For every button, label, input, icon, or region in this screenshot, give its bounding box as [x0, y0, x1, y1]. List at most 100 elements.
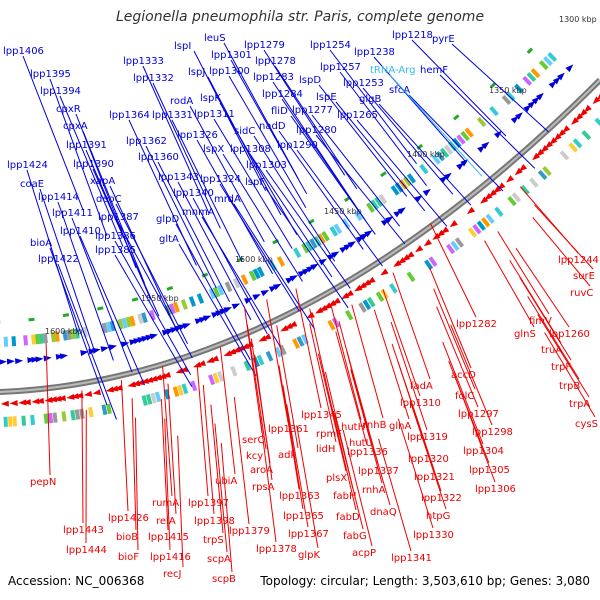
- leader-line: [192, 197, 268, 335]
- forward-gene-arrow: [414, 195, 423, 203]
- reverse-gene-arrow: [354, 284, 363, 292]
- forward-gene-label: leuS: [204, 33, 226, 44]
- cog-block: [428, 256, 438, 267]
- forward-gene-label: lspI: [174, 41, 191, 52]
- leader-line: [171, 119, 243, 263]
- reverse-gene-label: fabD: [336, 512, 360, 523]
- cog-block: [3, 336, 9, 347]
- forward-gene-label: lpp1422: [38, 254, 79, 265]
- leader-line: [178, 243, 257, 377]
- leader-line: [389, 74, 483, 177]
- leader-line: [278, 130, 364, 250]
- leader-line: [290, 115, 376, 235]
- forward-gene-arrow: [523, 104, 532, 113]
- forward-gene-label: lspD: [299, 75, 321, 86]
- cog-block: [248, 270, 257, 282]
- reverse-gene-arrow: [436, 229, 445, 237]
- leader-line: [281, 98, 366, 221]
- forward-gene-arrow: [422, 188, 431, 197]
- cog-block: [370, 199, 380, 211]
- reverse-gene-label: scpB: [212, 574, 236, 585]
- forward-gene-label: lpp1360: [138, 152, 179, 163]
- reverse-gene-arrow: [306, 311, 315, 319]
- forward-gene-label: lpp1279: [244, 40, 285, 51]
- leader-line: [193, 50, 267, 192]
- reverse-gene-arrow: [332, 297, 341, 305]
- reverse-gene-arrow: [579, 108, 588, 117]
- cog-block: [137, 313, 144, 325]
- cog-block: [559, 150, 570, 161]
- forward-gene-label: sidC: [234, 126, 255, 137]
- leader-line: [527, 296, 580, 380]
- leader-line: [335, 101, 426, 212]
- reverse-gene-arrow: [83, 390, 93, 397]
- reverse-gene-arrow: [553, 133, 562, 141]
- tick-mark: [28, 317, 35, 322]
- reverse-gene-arrow: [415, 245, 424, 253]
- forward-gene-arrow: [535, 92, 544, 101]
- leader-line: [49, 78, 108, 237]
- cog-block: [74, 328, 80, 339]
- reverse-gene-label: surE: [573, 271, 595, 282]
- leader-line: [411, 39, 507, 137]
- leader-line: [219, 183, 300, 312]
- cog-block: [224, 281, 233, 293]
- forward-gene-arrow: [244, 297, 253, 304]
- leader-line: [295, 288, 322, 409]
- leader-line: [214, 423, 228, 553]
- cog-block: [212, 372, 220, 384]
- leader-line: [196, 366, 209, 497]
- forward-gene-arrow: [331, 251, 340, 259]
- cog-block: [168, 303, 176, 315]
- cog-block: [543, 56, 553, 67]
- reverse-gene-arrow: [480, 196, 489, 204]
- leader-line: [152, 82, 221, 229]
- reverse-gene-labels: pepN lpp1443 lpp1444 lpp1426 bioB bioF rumA rel…: [30, 186, 599, 585]
- cog-block: [489, 106, 499, 117]
- cog-block: [117, 318, 124, 330]
- forward-gene-arrow: [510, 115, 519, 124]
- leader-line: [455, 378, 496, 483]
- forward-gene-label: lpp1280: [296, 125, 337, 136]
- reverse-gene-arrow: [423, 239, 432, 247]
- reverse-gene-arrow: [367, 276, 376, 284]
- cog-block: [121, 317, 128, 329]
- leader-line: [351, 304, 384, 419]
- reverse-gene-label: lpp1367: [288, 529, 329, 540]
- leader-line: [164, 418, 171, 551]
- leader-line: [436, 306, 479, 408]
- reverse-gene-label: bioB: [116, 532, 138, 543]
- cog-block: [34, 333, 41, 345]
- reverse-gene-arrow: [288, 320, 298, 328]
- forward-gene-label: lspJ: [188, 67, 205, 78]
- reverse-gene-label: lpp1416: [150, 552, 191, 563]
- leader-line: [397, 418, 434, 529]
- forward-gene-label: lpp1254: [310, 40, 351, 51]
- leader-line: [202, 384, 215, 515]
- leader-line: [296, 425, 319, 549]
- cog-block: [42, 332, 48, 344]
- leader-line: [350, 369, 383, 484]
- reverse-gene-arrow: [449, 219, 458, 228]
- reverse-gene-arrow: [131, 380, 141, 387]
- leader-line: [230, 59, 308, 195]
- cog-block: [74, 409, 81, 420]
- reverse-gene-label: lpp1398: [194, 516, 235, 527]
- cog-block: [594, 117, 600, 128]
- reverse-gene-arrow: [53, 395, 62, 402]
- cog-block: [547, 52, 558, 62]
- forward-gene-label: lpp1385: [95, 245, 136, 256]
- leader-line: [22, 55, 84, 211]
- kbp-label: 1300 kbp: [559, 15, 597, 24]
- reverse-gene-arrow: [22, 399, 31, 406]
- cog-block: [456, 134, 466, 145]
- leader-line: [429, 267, 472, 369]
- leader-line: [210, 404, 224, 534]
- forward-gene-label: lpp1411: [52, 208, 93, 219]
- cog-block: [61, 411, 67, 422]
- cog-block: [572, 138, 583, 149]
- forward-gene-arrow: [548, 80, 557, 89]
- cog-block: [109, 320, 116, 332]
- reverse-gene-label: trpA: [569, 399, 590, 410]
- cog-block: [43, 413, 49, 424]
